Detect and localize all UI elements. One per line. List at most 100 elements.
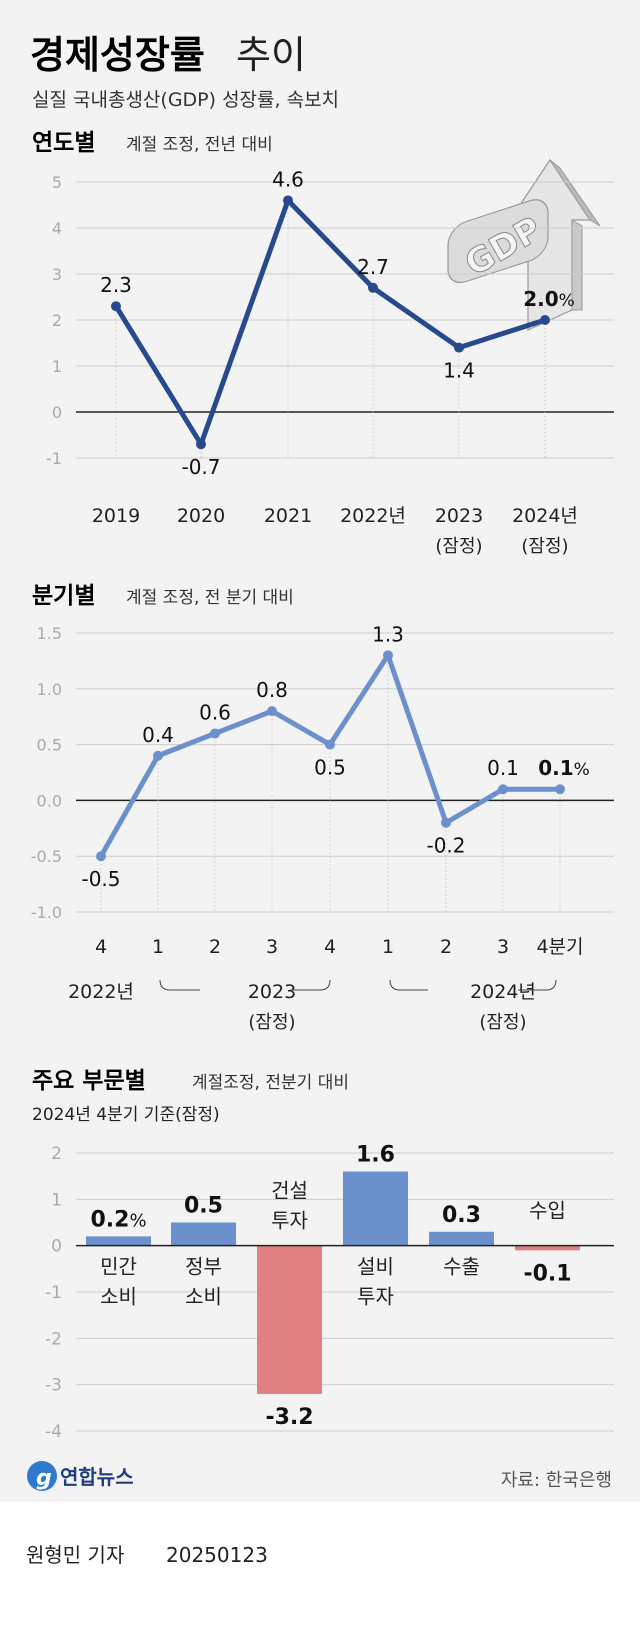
category-label: 수출 — [443, 1255, 480, 1279]
y-tick-label: -3 — [45, 1376, 62, 1396]
x-tick-label: 4 — [324, 936, 336, 958]
x-tick-label: 4분기 — [536, 936, 583, 958]
x-tick-label: 4 — [95, 936, 107, 958]
category-label: 수입 — [529, 1199, 566, 1223]
title-bold: 경제성장률 — [30, 33, 205, 77]
x-tick-label: 1 — [382, 936, 394, 958]
category-label: 설비 — [357, 1255, 394, 1279]
data-label: 1.4 — [443, 359, 475, 383]
y-tick-label: -4 — [45, 1422, 62, 1442]
data-label: -0.1 — [523, 1261, 571, 1286]
sector-section-title: 주요 부문별 — [32, 1068, 146, 1094]
y-tick-label: 1.0 — [37, 680, 62, 699]
year-label: 2024년 — [470, 981, 536, 1003]
data-point — [267, 706, 277, 717]
data-label: 2.7 — [357, 255, 389, 279]
data-label: -3.2 — [265, 1405, 313, 1430]
data-label: 2.0% — [523, 287, 575, 311]
x-tick-label: 3 — [497, 936, 509, 958]
data-label-value: 4.6 — [272, 167, 304, 191]
data-label: -0.5 — [81, 867, 120, 891]
data-label: 0.5 — [314, 756, 346, 780]
bar — [429, 1231, 494, 1246]
data-label-value: 2.0 — [523, 287, 558, 311]
y-tick-label: 3 — [52, 265, 62, 284]
data-point — [325, 739, 335, 750]
data-point — [454, 342, 464, 353]
sector-bar-chart: 210-1-2-3-40.2%민간소비0.5정부소비-3.2건설투자1.6설비투… — [45, 1143, 614, 1442]
category-label: 소비 — [100, 1285, 137, 1309]
bar — [171, 1222, 236, 1246]
subtitle: 실질 국내총생산(GDP) 성장률, 속보치 — [32, 89, 339, 111]
x-tick-label: 2024년 — [512, 505, 578, 527]
y-tick-label: 1 — [52, 357, 62, 376]
year-bracket — [159, 979, 331, 991]
annual-section-note: 계절 조정, 전년 대비 — [126, 135, 273, 155]
y-tick-label: 0 — [52, 403, 62, 422]
data-label: 0.5 — [184, 1194, 223, 1219]
category-label: 소비 — [185, 1285, 222, 1309]
x-tick-label: 2023 — [435, 505, 483, 527]
data-label-value: 1.4 — [443, 359, 475, 383]
yonhap-logo: g 연합뉴스 — [27, 1461, 134, 1491]
data-point — [540, 315, 550, 325]
data-point — [498, 784, 508, 795]
x-tick-label: 1 — [152, 936, 164, 958]
year-note: (잠정) — [479, 1012, 526, 1033]
data-label: -0.2 — [426, 834, 465, 858]
data-label: 0.3 — [442, 1203, 481, 1228]
year-label: 2023 — [248, 981, 296, 1003]
data-point — [555, 784, 565, 795]
data-label-value: 0.3 — [442, 1203, 481, 1228]
data-label: 0.1 — [487, 756, 519, 780]
data-label-value: 0.4 — [142, 723, 174, 747]
x-tick-label: 2 — [209, 936, 221, 958]
category-label: 민간 — [100, 1255, 137, 1279]
bar — [86, 1236, 151, 1246]
sector-basis: 2024년 4분기 기준(잠정) — [32, 1105, 220, 1125]
data-label-value: 1.3 — [372, 622, 404, 646]
data-label-value: 1.6 — [356, 1143, 395, 1168]
bar — [515, 1245, 580, 1251]
y-tick-label: 4 — [52, 219, 62, 238]
data-label-value: -0.5 — [81, 867, 120, 891]
data-point — [111, 301, 121, 312]
svg-text:g: g — [36, 1466, 52, 1491]
sector-section-note: 계절조정, 전분기 대비 — [192, 1073, 349, 1093]
svg-text:연합뉴스: 연합뉴스 — [60, 1465, 134, 1489]
data-point — [96, 851, 106, 862]
data-point — [283, 195, 293, 206]
y-tick-label: 0.0 — [37, 791, 62, 810]
data-label-value: 2.3 — [100, 273, 132, 297]
data-label: 0.4 — [142, 723, 174, 747]
data-point — [383, 650, 393, 661]
category-label: 정부 — [185, 1255, 222, 1279]
unit-label: % — [559, 291, 575, 311]
date: 20250123 — [166, 1543, 268, 1567]
x-tick-label: 2020 — [177, 505, 225, 527]
y-tick-label: -0.5 — [31, 847, 62, 866]
byline: 원형민 기자 — [26, 1543, 124, 1567]
y-tick-label: 0.5 — [37, 736, 62, 755]
data-point — [210, 728, 220, 739]
data-point — [196, 439, 206, 450]
data-label: 4.6 — [272, 167, 304, 191]
bar — [343, 1171, 408, 1246]
category-label: 건설 — [271, 1179, 308, 1203]
bar — [257, 1245, 322, 1394]
title-light: 추이 — [236, 33, 306, 77]
y-tick-label: -1 — [45, 1283, 62, 1303]
quarterly-section-note: 계절 조정, 전 분기 대비 — [126, 588, 294, 608]
data-label-value: 0.1 — [487, 756, 519, 780]
x-tick-label: 2019 — [92, 505, 140, 527]
data-label-value: 0.8 — [256, 678, 288, 702]
quarterly-section-title: 분기별 — [32, 583, 95, 609]
data-label: 0.6 — [199, 700, 231, 724]
y-tick-label: 2 — [52, 311, 62, 330]
category-label: 투자 — [271, 1209, 308, 1233]
source-note: 자료: 한국은행 — [501, 1470, 612, 1491]
y-tick-label: -1.0 — [31, 903, 62, 922]
data-label-value: 0.1 — [538, 756, 573, 780]
data-label: 0.8 — [256, 678, 288, 702]
